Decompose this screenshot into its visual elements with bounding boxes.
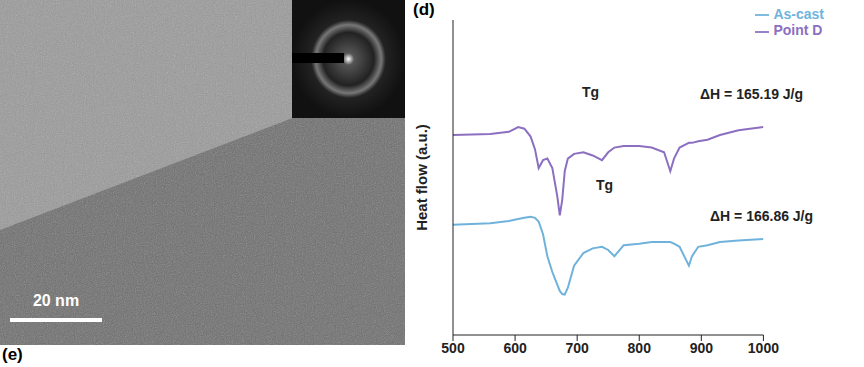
html-text:As-cast: As-cast	[773, 6, 824, 22]
html-text:Tg: Tg	[596, 177, 614, 193]
svg-text:700: 700	[565, 340, 589, 356]
html-text:Point D: Point D	[773, 22, 823, 39]
svg-text:1000: 1000	[748, 340, 779, 356]
svg-text:20 nm: 20 nm	[33, 292, 79, 309]
html-text:ΔH = 166.86 J/g: ΔH = 166.86 J/g	[710, 208, 814, 224]
html-text:(d): (d)	[413, 0, 435, 19]
html-text:(e): (e)	[2, 345, 23, 364]
svg-text:900: 900	[690, 340, 714, 356]
html-text:ΔH = 165.19 J/g: ΔH = 165.19 J/g	[700, 86, 804, 102]
svg-text:800: 800	[628, 340, 652, 356]
svg-text:500: 500	[441, 340, 465, 356]
svg-text:Heat flow (a.u.): Heat flow (a.u.)	[413, 124, 430, 231]
svg-text:600: 600	[503, 340, 527, 356]
html-text:Tg: Tg	[582, 84, 600, 100]
